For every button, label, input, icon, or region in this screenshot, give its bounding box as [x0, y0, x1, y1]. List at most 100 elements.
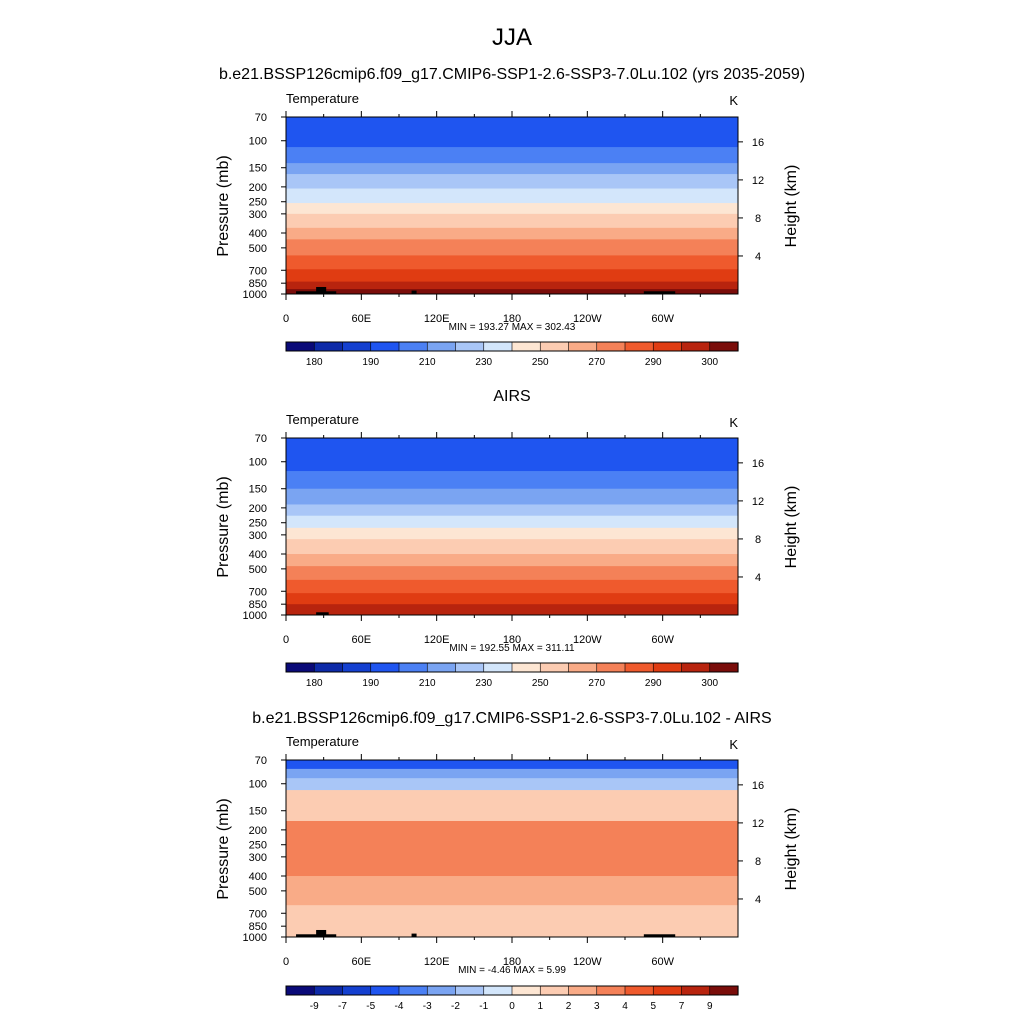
colorbar: 180 190 210 230 250 270 290 300: [285, 662, 739, 689]
colorbar-swatch: [285, 341, 315, 352]
contour-band: [286, 593, 738, 605]
colorbar: -9 -7 -5 -4 -3 -2 -1 0 1 2 3 4 5 7 9: [285, 985, 739, 1012]
variable-label: Temperature: [286, 412, 359, 427]
contour-band: [286, 790, 738, 822]
y-tick-label: 150: [249, 163, 267, 175]
colorbar-swatch: [568, 662, 598, 673]
min-max-stats: MIN = 192.55 MAX = 311.11: [449, 643, 575, 654]
panel-obs: AIRS Temperature K Pressure (mb) Height …: [215, 388, 800, 689]
y2-tick-label: 16: [752, 458, 764, 470]
colorbar-swatch: [455, 662, 485, 673]
colorbar-swatch: [285, 985, 315, 996]
terrain-mask: [643, 934, 676, 937]
y-tick-label: 250: [249, 518, 267, 530]
contour-band: [286, 566, 738, 581]
colorbar-swatch: [398, 341, 428, 352]
colorbar-swatch: [342, 341, 372, 352]
colorbar-frame: [285, 985, 739, 996]
y-tick-label: 400: [249, 549, 267, 561]
y-tick-label: 300: [249, 209, 267, 221]
contour-band: [286, 820, 738, 877]
variable-label: Temperature: [286, 91, 359, 106]
colorbar-label: 210: [419, 357, 436, 368]
y-tick-label: 70: [255, 112, 267, 124]
x-tick-label: 120E: [424, 634, 450, 646]
colorbar-label: 230: [475, 357, 492, 368]
y-tick-label: 850: [249, 921, 267, 933]
colorbar-swatch: [624, 662, 654, 673]
contour-band: [286, 213, 738, 229]
contour-band: [286, 239, 738, 256]
colorbar-label: 2: [566, 1001, 572, 1012]
colorbar-swatch: [709, 985, 739, 996]
colorbar-label: 270: [588, 357, 605, 368]
y-tick-label: 100: [249, 779, 267, 791]
colorbar-swatch: [313, 662, 344, 673]
colorbar-swatch: [709, 662, 739, 673]
x-tick-label: 0: [283, 313, 289, 325]
contour-band: [286, 515, 738, 529]
colorbar-label: 250: [532, 678, 549, 689]
terrain-mask: [411, 290, 417, 294]
y-tick-label: 300: [249, 530, 267, 542]
contour-band: [286, 188, 738, 204]
colorbar-label: -5: [366, 1001, 375, 1012]
x-tick-label: 120E: [424, 313, 450, 325]
y-tick-label: 1000: [243, 289, 267, 301]
colorbar-swatch: [342, 985, 372, 996]
colorbar-label: 190: [362, 357, 379, 368]
y2-tick-label: 4: [755, 894, 761, 906]
y-tick-label: 400: [249, 871, 267, 883]
y-tick-label: 850: [249, 599, 267, 611]
variable-label: Temperature: [286, 734, 359, 749]
y-tick-label: 100: [249, 136, 267, 148]
colorbar-label: 250: [532, 357, 549, 368]
colorbar-frame: [285, 662, 739, 673]
x-tick-label: 60E: [352, 956, 372, 968]
colorbar-label: -1: [479, 1001, 488, 1012]
colorbar-swatch: [370, 341, 400, 352]
min-max-stats: MIN = -4.46 MAX = 5.99: [458, 965, 566, 976]
x-tick-label: 120W: [573, 634, 602, 646]
colorbar-swatch: [426, 985, 457, 996]
y2-axis-label: Height (km): [783, 486, 800, 569]
colorbar-swatch: [596, 341, 626, 352]
contour-band: [286, 539, 738, 555]
colorbar-label: 210: [419, 678, 436, 689]
colorbar-swatch: [455, 341, 485, 352]
colorbar-swatch: [596, 985, 626, 996]
contour-band: [286, 269, 738, 283]
y2-tick-label: 4: [755, 251, 761, 263]
colorbar-label: 0: [509, 1001, 515, 1012]
y-tick-label: 200: [249, 182, 267, 194]
y-tick-label: 200: [249, 825, 267, 837]
x-tick-label: 60W: [651, 634, 674, 646]
colorbar-label: 300: [701, 678, 718, 689]
contour-band: [286, 488, 738, 505]
contour-band: [286, 579, 738, 594]
colorbar-swatch: [426, 341, 457, 352]
contour-band: [286, 163, 738, 175]
colorbar-label: 5: [650, 1001, 656, 1012]
contour-band: [286, 876, 738, 906]
contour-band: [286, 147, 738, 164]
terrain-mask: [296, 291, 337, 294]
contour-band: [286, 554, 738, 567]
colorbar-swatch: [483, 662, 513, 673]
min-max-stats: MIN = 193.27 MAX = 302.43: [449, 322, 576, 333]
contour-band: [286, 604, 738, 616]
y2-tick-label: 12: [752, 175, 764, 187]
y2-axis-label: Height (km): [783, 165, 800, 248]
y-tick-label: 250: [249, 197, 267, 209]
colorbar-swatch: [398, 662, 428, 673]
y-tick-label: 700: [249, 586, 267, 598]
x-tick-label: 60W: [651, 313, 674, 325]
y-tick-label: 70: [255, 433, 267, 445]
colorbar-label: 190: [362, 678, 379, 689]
y-tick-label: 250: [249, 840, 267, 852]
x-tick-label: 180: [503, 634, 521, 646]
figure-title: JJA: [492, 24, 532, 51]
colorbar-label: -4: [395, 1001, 404, 1012]
contour-band: [286, 778, 738, 791]
colorbar-label: -9: [310, 1001, 319, 1012]
